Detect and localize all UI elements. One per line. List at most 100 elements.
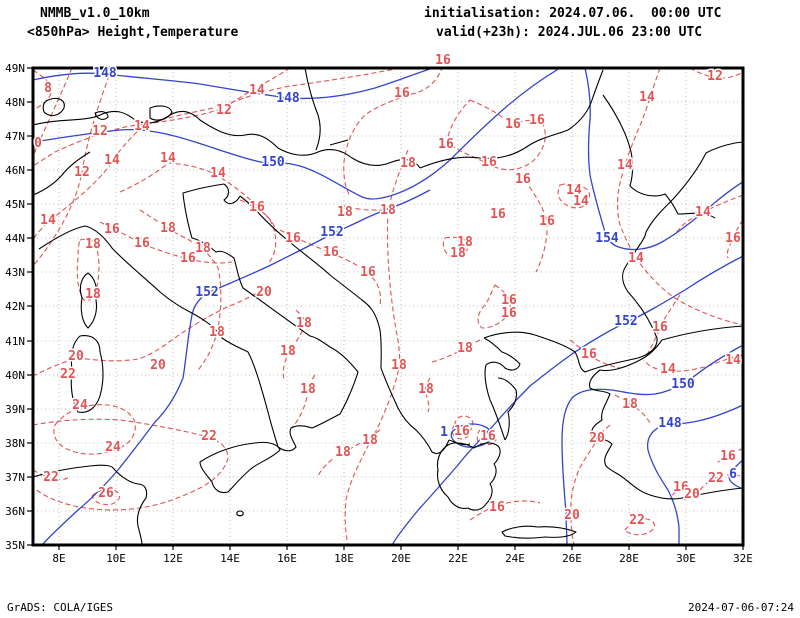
height-contour-label: 148 bbox=[93, 66, 117, 81]
lat-label: 42N bbox=[5, 300, 25, 313]
temperature-contour-label: 22 bbox=[629, 513, 645, 528]
init-time-label: initialisation: 2024.07.06. 00:00 UTC bbox=[424, 6, 722, 21]
temperature-contour-label: 16 bbox=[529, 113, 545, 128]
temperature-contour-label: 14 bbox=[660, 362, 676, 377]
lon-label: 26E bbox=[562, 552, 582, 565]
map-border bbox=[31, 66, 745, 547]
grads-credit: GrADS: COLA/IGES bbox=[7, 601, 113, 614]
temperature-contour-label: 16 bbox=[104, 222, 120, 237]
temperature-contour-label: 0 bbox=[34, 136, 42, 151]
temperature-contour-label: 14 bbox=[695, 205, 711, 220]
temperature-contour-label: 16 bbox=[438, 137, 454, 152]
temperature-contour-label: 16 bbox=[394, 86, 410, 101]
temperature-contour-label: 16 bbox=[725, 231, 741, 246]
temperature-contour-label: 14 bbox=[134, 119, 150, 134]
temperature-contour-label: 16 bbox=[481, 155, 497, 170]
temperature-contour-label: 18 bbox=[418, 382, 434, 397]
temperature-contour-label: 14 bbox=[210, 166, 226, 181]
temperature-contour-label: 14 bbox=[104, 153, 120, 168]
temperature-contour-label: 18 bbox=[85, 287, 101, 302]
temperature-contour-label: 20 bbox=[68, 349, 84, 364]
temperature-contour-label: 16 bbox=[501, 306, 517, 321]
creation-timestamp: 2024-07-06-07:24 bbox=[688, 601, 794, 614]
height-contours bbox=[33, 68, 743, 545]
lat-label: 39N bbox=[5, 403, 25, 416]
temperature-contour-label: 18 bbox=[296, 316, 312, 331]
temperature-contour-label: 16 bbox=[490, 207, 506, 222]
temperature-contour-label: 20 bbox=[564, 508, 580, 523]
field-title: <850hPa> Height,Temperature bbox=[27, 25, 239, 40]
lon-label: 18E bbox=[334, 552, 354, 565]
coastlines bbox=[33, 68, 743, 545]
temperature-contour-label: 12 bbox=[216, 103, 232, 118]
temperature-contour-label: 16 bbox=[652, 320, 668, 335]
temperature-contour-label: 22 bbox=[708, 471, 724, 486]
temperature-contour-label: 14 bbox=[639, 90, 655, 105]
lat-label: 41N bbox=[5, 335, 25, 348]
temperature-contour-label: 18 bbox=[380, 203, 396, 218]
temperature-contour-label: 14 bbox=[249, 83, 265, 98]
temperature-contour-label: 16 bbox=[720, 449, 736, 464]
lat-label: 38N bbox=[5, 437, 25, 450]
lon-label: 22E bbox=[448, 552, 468, 565]
temperature-contour-label: 18 bbox=[195, 241, 211, 256]
temperature-contour-label: 16 bbox=[134, 236, 150, 251]
lon-label: 12E bbox=[163, 552, 183, 565]
temperature-contour-label: 20 bbox=[589, 431, 605, 446]
lat-label: 35N bbox=[5, 539, 25, 552]
temperature-contour-label: 24 bbox=[105, 440, 121, 455]
temperature-contour-label: 26 bbox=[98, 486, 114, 501]
temperature-contour-label: 20 bbox=[150, 358, 166, 373]
height-contour-label: 152 bbox=[320, 225, 343, 240]
temperature-contour-label: 20 bbox=[256, 285, 272, 300]
valid-time-label: valid(+23h): 2024.JUL.06 23:00 UTC bbox=[436, 25, 703, 40]
temperature-contour-label: 16 bbox=[539, 214, 555, 229]
axis-labels: 8E 10E 12E 14E 16E 18E 20E 22E 24E 26E 28E 30E 32E 49… bbox=[5, 62, 753, 565]
lat-label: 36N bbox=[5, 505, 25, 518]
temperature-contours bbox=[33, 68, 743, 545]
temperature-contour-label: 8 bbox=[44, 81, 52, 96]
lat-label: 48N bbox=[5, 96, 25, 109]
temperature-contour-label: 14 bbox=[566, 183, 582, 198]
lat-label: 49N bbox=[5, 62, 25, 75]
temperature-contour-label: 14 bbox=[160, 151, 176, 166]
lat-label: 46N bbox=[5, 164, 25, 177]
height-contour-label: 154 bbox=[595, 231, 619, 246]
temperature-contour-label: 18 bbox=[337, 205, 353, 220]
height-contour-label: 152 bbox=[614, 314, 637, 329]
lat-label: 43N bbox=[5, 266, 25, 279]
temperature-contour-label: 16 bbox=[180, 251, 196, 266]
temperature-contour-label: 14 bbox=[617, 158, 633, 173]
lon-label: 16E bbox=[277, 552, 297, 565]
lon-label: 28E bbox=[619, 552, 639, 565]
height-contour-label: 6 bbox=[729, 467, 737, 482]
lon-label: 10E bbox=[106, 552, 126, 565]
temperature-contour-label: 16 bbox=[581, 347, 597, 362]
height-contour-label: 148 bbox=[658, 416, 682, 431]
temperature-contour-label: 16 bbox=[489, 500, 505, 515]
temperature-contour-label: 12 bbox=[707, 69, 723, 84]
temperature-contour-label: 14 bbox=[40, 213, 56, 228]
temperature-contour-label: 18 bbox=[450, 246, 466, 261]
axis-ticks bbox=[27, 67, 744, 550]
temperature-contour-label: 18 bbox=[391, 358, 407, 373]
lon-label: 8E bbox=[52, 552, 65, 565]
temperature-contour-label: 18 bbox=[300, 382, 316, 397]
temperature-contour-label: 22 bbox=[43, 470, 59, 485]
temperature-contour-label: 16 bbox=[501, 293, 517, 308]
lat-label: 40N bbox=[5, 369, 25, 382]
lon-label: 14E bbox=[220, 552, 240, 565]
temperature-contour-label: 18 bbox=[335, 445, 351, 460]
temperature-contour-label: 18 bbox=[85, 237, 101, 252]
height-contour-label: 150 bbox=[671, 377, 695, 392]
height-contour-label: 1 bbox=[440, 425, 448, 440]
temperature-contour-label: 18 bbox=[457, 235, 473, 250]
lat-label: 45N bbox=[5, 198, 25, 211]
temperature-contour-label: 20 bbox=[684, 487, 700, 502]
model-title: NMMB_v1.0_10km bbox=[40, 6, 150, 21]
temperature-contour-label: 16 bbox=[480, 429, 496, 444]
lon-label: 20E bbox=[391, 552, 411, 565]
temperature-contour-label: 14 bbox=[628, 251, 644, 266]
